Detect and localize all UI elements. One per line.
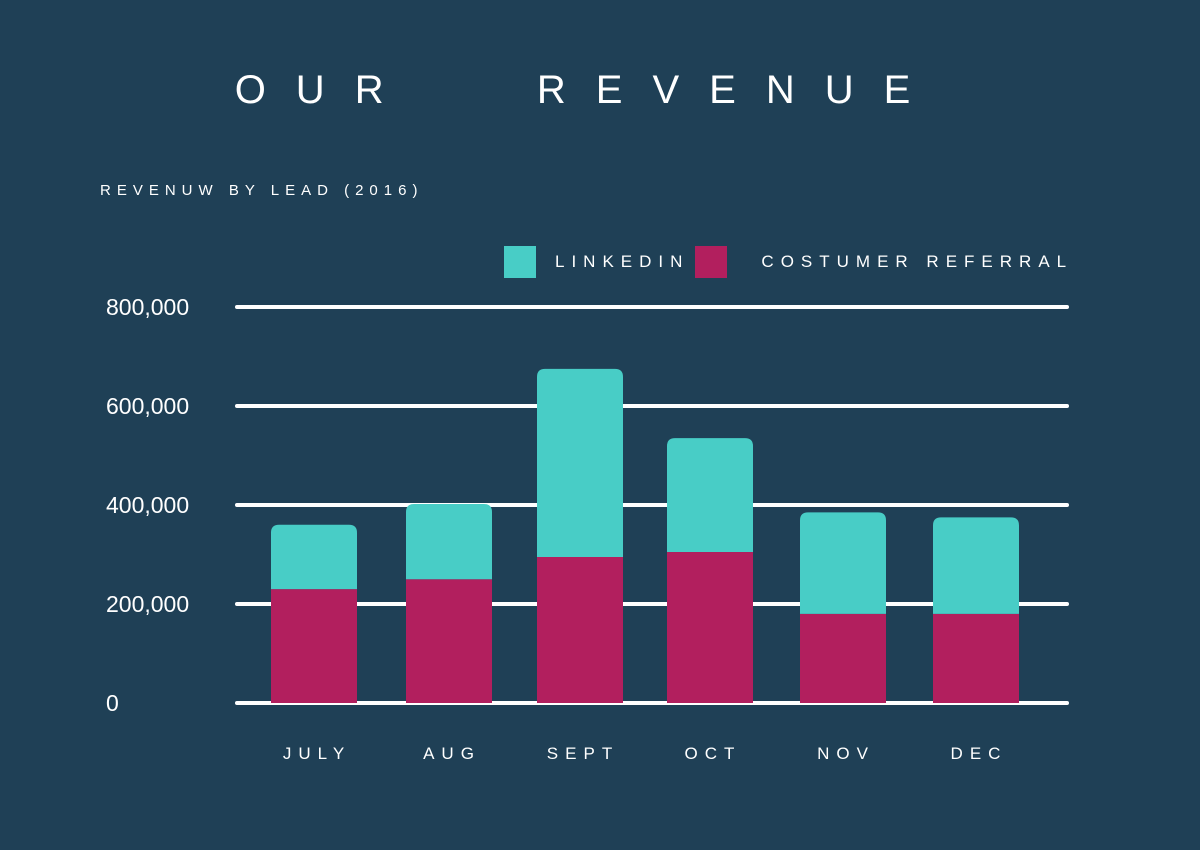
chart-legend: LINKEDIN COSTUMER REFERRAL <box>504 246 1073 278</box>
gridlines <box>235 305 1069 705</box>
x-tick-label-dec: DEC <box>951 744 1008 763</box>
y-tick-label: 0 <box>106 690 119 716</box>
bar-oct-costumer-referral <box>667 552 753 703</box>
bar-july-costumer-referral <box>271 589 357 703</box>
chart-subtitle: REVENUW BY LEAD (2016) <box>100 182 424 199</box>
chart-title: OUR REVENUE <box>234 68 941 112</box>
x-tick-label-july: JULY <box>283 744 351 763</box>
y-tick-label: 800,000 <box>106 294 189 320</box>
bar-sept-linkedin <box>537 368 623 557</box>
x-axis-ticks: JULY AUG SEPT OCT NOV DEC <box>283 744 1008 763</box>
bar-aug-costumer-referral <box>406 579 492 703</box>
bars <box>271 368 1019 703</box>
bar-nov-costumer-referral <box>800 613 886 703</box>
bar-aug-linkedin <box>406 504 492 580</box>
bar-dec-linkedin <box>933 517 1019 614</box>
y-axis-ticks: 0 200,000 400,000 600,000 800,000 <box>106 294 189 716</box>
x-tick-label-sept: SEPT <box>547 744 619 763</box>
bar-dec-costumer-referral <box>933 613 1019 703</box>
x-tick-label-aug: AUG <box>423 744 481 763</box>
bar-nov-linkedin <box>800 512 886 614</box>
bar-sept-costumer-referral <box>537 556 623 703</box>
legend-label-costumer-referral: COSTUMER REFERRAL <box>761 252 1074 271</box>
legend-item-costumer-referral: COSTUMER REFERRAL <box>695 246 1073 278</box>
legend-swatch-linkedin <box>504 246 536 278</box>
bar-oct-linkedin <box>667 438 753 553</box>
y-tick-label: 400,000 <box>106 492 189 518</box>
bar-july-linkedin <box>271 524 357 590</box>
x-tick-label-oct: OCT <box>685 744 742 763</box>
y-tick-label: 600,000 <box>106 393 189 419</box>
legend-label-linkedin: LINKEDIN <box>555 252 690 271</box>
legend-swatch-costumer-referral <box>695 246 728 278</box>
y-tick-label: 200,000 <box>106 591 189 617</box>
x-tick-label-nov: NOV <box>817 744 875 763</box>
legend-item-linkedin: LINKEDIN <box>504 246 695 278</box>
